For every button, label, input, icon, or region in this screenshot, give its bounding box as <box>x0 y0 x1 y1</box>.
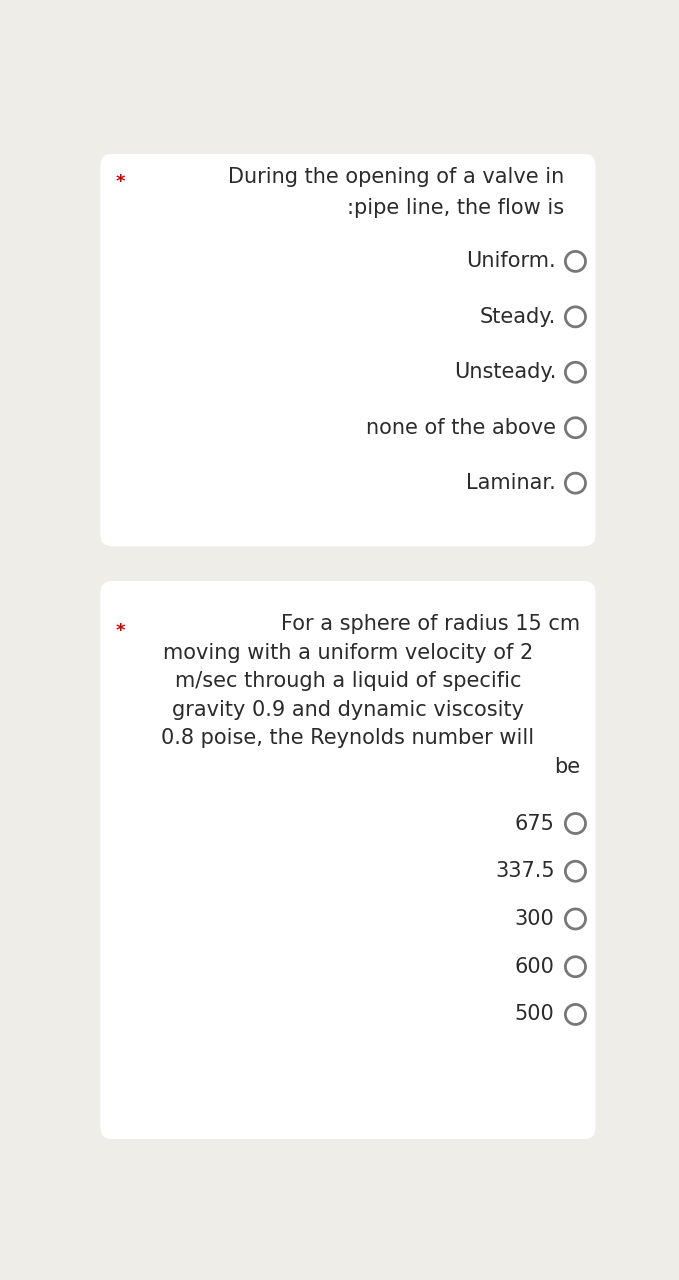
Circle shape <box>566 909 585 929</box>
Circle shape <box>566 251 585 271</box>
Text: 337.5: 337.5 <box>495 861 555 881</box>
Text: 675: 675 <box>515 814 555 833</box>
Text: 0.8 poise, the Reynolds number will: 0.8 poise, the Reynolds number will <box>162 728 534 748</box>
Text: 500: 500 <box>515 1005 555 1024</box>
Text: m/sec through a liquid of specific: m/sec through a liquid of specific <box>175 671 521 691</box>
Text: For a sphere of radius 15 cm: For a sphere of radius 15 cm <box>281 614 580 634</box>
Circle shape <box>566 362 585 383</box>
Text: *: * <box>116 622 125 640</box>
Text: *: * <box>116 173 125 191</box>
Circle shape <box>566 956 585 977</box>
Text: moving with a uniform velocity of 2: moving with a uniform velocity of 2 <box>163 643 533 663</box>
Circle shape <box>566 417 585 438</box>
Circle shape <box>566 814 585 833</box>
Text: be: be <box>554 756 580 777</box>
FancyBboxPatch shape <box>100 154 595 547</box>
Circle shape <box>566 474 585 493</box>
Circle shape <box>566 861 585 881</box>
Circle shape <box>566 1005 585 1024</box>
Text: :pipe line, the flow is: :pipe line, the flow is <box>347 198 564 219</box>
Text: Unsteady.: Unsteady. <box>454 362 556 383</box>
Text: 300: 300 <box>515 909 555 929</box>
Text: 600: 600 <box>515 956 555 977</box>
Text: gravity 0.9 and dynamic viscosity: gravity 0.9 and dynamic viscosity <box>172 700 524 719</box>
Text: none of the above: none of the above <box>366 417 556 438</box>
Circle shape <box>566 307 585 326</box>
Text: Uniform.: Uniform. <box>466 251 556 271</box>
FancyBboxPatch shape <box>100 581 595 1139</box>
Text: Steady.: Steady. <box>480 307 556 326</box>
Text: Laminar.: Laminar. <box>466 474 556 493</box>
Text: During the opening of a valve in: During the opening of a valve in <box>227 168 564 187</box>
